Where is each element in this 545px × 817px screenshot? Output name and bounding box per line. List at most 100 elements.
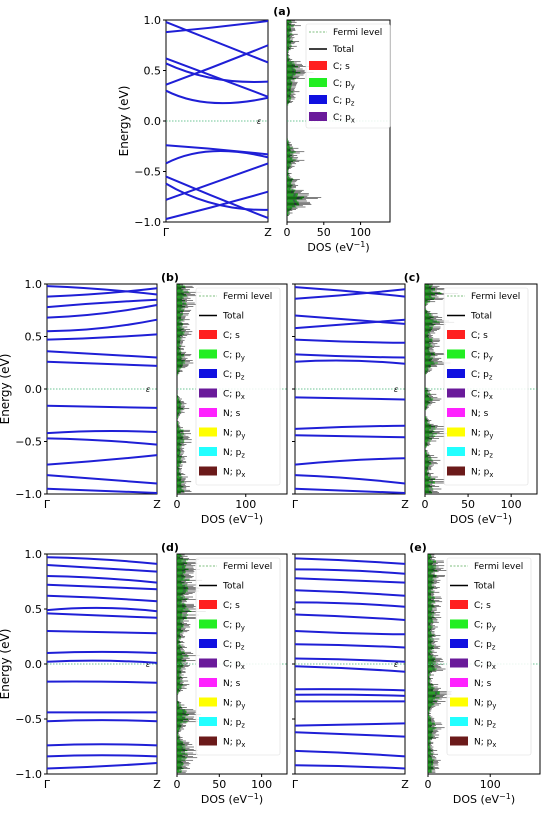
y-axis-label-d: Energy (eV) (0, 629, 12, 700)
panel-label-d: (d) (161, 541, 179, 554)
dos-curves-d (177, 554, 206, 773)
legend-swatch-e (450, 697, 468, 707)
band-line-b (46, 487, 158, 494)
band-line-a (165, 150, 269, 165)
x-tick-z-c: Z (401, 498, 409, 511)
band-line-c (294, 286, 406, 298)
legend-entry-b: N; s (223, 409, 241, 419)
band-line-a (165, 62, 269, 83)
legend-entry-b: N; px (223, 468, 245, 480)
legend-swatch-b (199, 388, 217, 398)
legend-entry-c: N; px (471, 468, 493, 480)
band-line-e (294, 630, 406, 636)
legend-entry-e: N; py (474, 699, 496, 711)
y-tick-label-d: 0.5 (25, 603, 43, 616)
dos-axis-label-b: DOS (eV−1) (201, 512, 263, 526)
legend-swatch-d (199, 600, 217, 609)
legend-entry-b: Total (222, 312, 244, 322)
legend-swatch-b (199, 447, 217, 456)
legend-entry-b: Fermi level (223, 292, 272, 302)
band-line-a (165, 89, 269, 105)
dos-curves-b (177, 284, 202, 494)
x-tick-gamma-c: Γ (292, 498, 299, 511)
band-line-b (46, 474, 158, 485)
legend-swatch-b (199, 330, 217, 339)
legend-entry-d: N; py (223, 699, 245, 711)
legend-swatch-c (447, 427, 465, 437)
band-line-e (294, 731, 406, 738)
y-tick-label-b: 0.0 (25, 383, 43, 396)
y-axis-label-a: Energy (eV) (117, 86, 131, 157)
dos-tick-label-d: 0 (174, 778, 181, 791)
legend-swatch-e (450, 658, 468, 668)
legend-swatch-d (199, 658, 217, 668)
legend-swatch-c (447, 447, 465, 456)
legend-entry-c: C; pz (471, 370, 493, 382)
y-tick-label-b: 1.0 (25, 278, 43, 291)
legend-entry-e: N; px (474, 738, 496, 750)
dos-tick-label-a: 50 (317, 226, 331, 239)
y-tick-label-d: −1.0 (15, 768, 42, 781)
band-line-d (46, 556, 158, 565)
band-line-a (165, 20, 269, 34)
band-line-d (46, 612, 158, 619)
legend-entry-d: C; py (223, 621, 245, 633)
band-line-e (294, 568, 406, 575)
band-line-c (294, 434, 406, 439)
legend-entry-a: Total (332, 45, 354, 55)
band-line-e (294, 693, 406, 697)
legend-entry-a: C; s (333, 62, 350, 72)
legend-c: Fermi level Total C; s C; py C; pz C; px N; s N… (443, 287, 529, 486)
band-line-b (46, 318, 158, 333)
band-line-e (294, 557, 406, 565)
band-line-a (165, 144, 269, 156)
panel-label-e: (e) (409, 541, 427, 554)
band-line-a (165, 21, 269, 64)
legend-entry-c: N; py (471, 429, 493, 441)
band-line-d (46, 743, 158, 747)
band-line-d (46, 606, 158, 613)
dos-curves-c (425, 284, 459, 494)
band-line-d (46, 719, 158, 723)
band-line-d (46, 650, 158, 654)
band-line-c (294, 288, 406, 300)
legend-entry-d: C; pz (223, 640, 245, 652)
band-line-a (165, 44, 269, 86)
dos-tick-label-b: 100 (235, 498, 256, 511)
band-line-d (46, 762, 158, 770)
legend-e: Fermi level Total C; s C; py C; pz C; px N; s N… (446, 557, 532, 756)
x-tick-gamma-b: Γ (44, 498, 51, 511)
legend-swatch-b (199, 369, 217, 378)
band-line-a (165, 162, 269, 201)
legend-entry-a: C; pz (333, 96, 355, 108)
y-tick-label-a: −0.5 (134, 166, 161, 179)
panel-d: (d) ε 1.0 0.5 0.0 −0.5 −1.0 Energy (eV) Γ Z 0 50 100… (0, 541, 288, 806)
band-line-b (46, 360, 158, 367)
dos-axis-label-c: DOS (eV−1) (450, 512, 512, 526)
band-line-a (165, 182, 269, 211)
dos-tick-label-c: 0 (422, 498, 429, 511)
band-line-c (294, 338, 406, 344)
y-tick-label-d: 1.0 (25, 548, 43, 561)
legend-entry-c: N; pz (471, 448, 493, 460)
band-line-c (294, 318, 406, 330)
y-tick-label-b: −0.5 (15, 436, 42, 449)
y-axis-label-b: Energy (eV) (0, 354, 12, 425)
band-line-a (165, 57, 269, 98)
legend-b: Fermi level Total C; s C; py C; pz C; px N; s N… (195, 287, 281, 486)
legend-swatch-a (309, 78, 327, 87)
band-line-b (46, 304, 158, 319)
legend-entry-d: C; s (223, 601, 240, 611)
panel-a: (a) ε 1.0 0.5 0.0 −0.5 −1.0 Energy (eV) Γ Z 0 50 100… (117, 5, 391, 254)
dos-tick-label-a: 100 (350, 226, 371, 239)
legend-entry-e: N; pz (474, 718, 496, 730)
y-tick-label-a: −1.0 (134, 216, 161, 229)
legend-swatch-d (199, 717, 217, 726)
legend-entry-b: N; pz (223, 448, 245, 460)
legend-swatch-e (450, 717, 468, 726)
band-line-b (46, 437, 158, 446)
band-line-b (46, 285, 158, 296)
x-tick-z-d: Z (153, 778, 161, 791)
legend-entry-e: C; px (474, 660, 496, 672)
